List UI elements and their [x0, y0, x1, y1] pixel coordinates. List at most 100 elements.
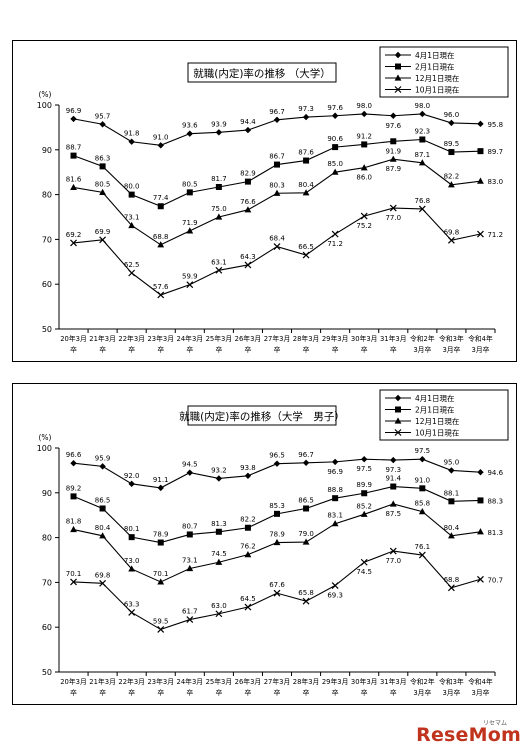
x-tick-label-sub: 3月卒 [413, 688, 431, 697]
data-label: 81.3 [487, 529, 503, 537]
data-label: 92.0 [124, 472, 140, 480]
data-label: 82.9 [240, 170, 256, 178]
data-label: 78.9 [153, 531, 169, 539]
x-tick-label: 31年3月 [380, 334, 407, 343]
data-point [418, 551, 426, 559]
data-label: 59.5 [153, 617, 169, 625]
data-label: 73.1 [124, 214, 140, 222]
data-point [99, 505, 106, 512]
data-label: 81.8 [66, 518, 82, 526]
data-label: 80.7 [182, 522, 198, 530]
data-point [477, 497, 484, 504]
data-point [186, 189, 193, 196]
chart-title: 就職(内定)率の推移 （大学） [193, 67, 331, 80]
data-point [186, 564, 194, 572]
data-label: 67.6 [269, 581, 285, 589]
x-tick-label: 令和3年 [439, 334, 464, 343]
data-point [448, 467, 455, 474]
x-tick-label-sub: 卒 [303, 345, 310, 354]
data-label: 66.5 [298, 243, 314, 251]
data-label: 76.2 [240, 543, 256, 551]
data-label: 97.6 [385, 122, 401, 130]
data-label: 69.2 [66, 231, 82, 239]
data-point [244, 126, 252, 134]
data-point [419, 456, 426, 463]
data-label: 91.8 [124, 130, 140, 138]
data-label: 73.0 [124, 557, 140, 565]
data-point [215, 183, 222, 190]
data-label: 87.9 [385, 165, 401, 173]
y-axis-unit: (%) [39, 433, 52, 442]
y-tick-label: 90 [42, 489, 52, 498]
x-tick-label-sub: 卒 [70, 688, 77, 697]
legend-marker-0 [394, 51, 402, 59]
data-label: 80.4 [298, 181, 314, 189]
data-label: 88.1 [444, 489, 460, 497]
data-label: 96.6 [66, 451, 82, 459]
data-label: 97.5 [415, 447, 431, 455]
data-label: 63.3 [124, 600, 140, 608]
data-label: 91.4 [385, 475, 401, 483]
data-label: 70.7 [487, 576, 503, 584]
data-label: 86.0 [356, 174, 372, 182]
data-point [274, 510, 280, 517]
x-tick-label-sub: 卒 [157, 688, 164, 697]
data-label: 87.5 [385, 510, 401, 518]
data-label: 91.9 [385, 147, 401, 155]
data-point [302, 597, 310, 605]
legend-label-0: 4月1日現在 [415, 393, 455, 403]
data-point [303, 505, 310, 512]
data-point [361, 141, 368, 148]
data-label: 73.1 [182, 557, 198, 565]
legend-marker-3 [394, 86, 402, 93]
data-point [273, 538, 281, 546]
x-tick-label: 21年3月 [89, 677, 116, 686]
x-tick-label-sub: 卒 [390, 345, 397, 354]
data-point [331, 520, 339, 527]
data-point [302, 538, 310, 545]
data-point [477, 148, 484, 155]
data-point [128, 269, 136, 277]
data-point [418, 205, 426, 213]
x-tick-label-sub: 卒 [215, 345, 222, 354]
data-point [128, 221, 136, 229]
x-tick-label-sub: 卒 [303, 688, 310, 697]
x-tick-label-sub: 卒 [186, 345, 193, 354]
data-point [70, 152, 77, 159]
data-point [244, 178, 251, 185]
data-label: 80.5 [95, 180, 111, 188]
y-tick-label: 60 [42, 623, 52, 632]
legend-marker-1 [395, 63, 401, 70]
data-point [448, 181, 455, 188]
data-point [389, 155, 397, 162]
data-label: 93.9 [211, 120, 227, 128]
data-label: 81.6 [66, 175, 82, 183]
data-label: 96.7 [298, 451, 314, 459]
data-point [477, 230, 484, 238]
data-point [477, 120, 484, 128]
data-label: 78.9 [269, 531, 285, 539]
title-border [187, 405, 337, 426]
x-tick-label-sub: 卒 [128, 345, 135, 354]
data-point [331, 168, 339, 175]
data-label: 88.7 [66, 144, 82, 152]
data-label: 69.8 [444, 228, 460, 236]
data-label: 64.3 [240, 253, 256, 261]
series-2: 81.6 80.5 73.1 68.8 71.9 75.0 76.6 80.3 80.4 85.0… [66, 151, 503, 248]
x-tick-label-sub: 卒 [390, 688, 397, 697]
data-label: 82.2 [240, 516, 256, 524]
data-label: 88.3 [487, 497, 503, 505]
data-label: 98.0 [356, 102, 372, 110]
legend-marker-0 [394, 394, 402, 402]
x-tick-label: 26年3月 [235, 334, 262, 343]
data-label: 74.5 [211, 550, 227, 558]
x-tick-label: 28年3月 [293, 677, 320, 686]
data-point [332, 144, 339, 151]
data-point [447, 584, 455, 592]
data-label: 86.7 [269, 153, 285, 161]
data-label: 77.0 [385, 214, 401, 222]
data-point [361, 456, 368, 463]
y-tick-label: 70 [42, 235, 52, 244]
data-label: 80.4 [95, 524, 111, 532]
